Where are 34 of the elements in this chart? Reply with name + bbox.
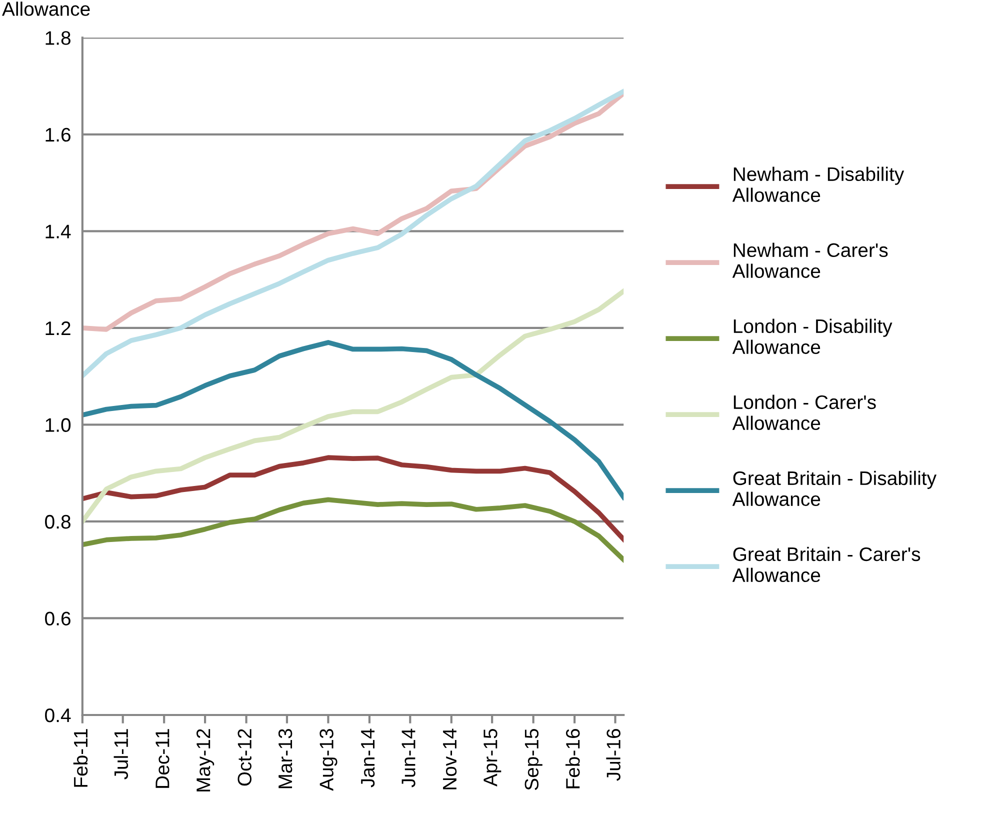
legend-label: London - Disability Allowance xyxy=(732,318,892,354)
x-tick-label: Jul-11 xyxy=(114,729,128,780)
line-series xyxy=(82,288,624,524)
y-tick-label: 1.6 xyxy=(46,128,70,142)
x-tick-label: Jun-14 xyxy=(402,728,416,788)
y-tick-label: 0.6 xyxy=(45,612,70,626)
y-tick-label: 1.8 xyxy=(46,31,70,45)
x-tick-label: Nov-14 xyxy=(443,728,457,790)
y-tick-label: 1.0 xyxy=(46,418,71,432)
legend-label: Great Britain - Carer's Allowance xyxy=(732,546,920,582)
line-series xyxy=(82,455,624,542)
x-tick-label: Jan-14 xyxy=(361,728,375,788)
y-tick-label: 1.4 xyxy=(46,224,71,238)
x-tick-label: Jul-16 xyxy=(606,729,620,781)
y-tick-label: 1.2 xyxy=(46,321,70,335)
line-series xyxy=(82,340,624,500)
x-tick-label: Feb-11 xyxy=(73,729,88,787)
legend-label: Newham - Disability Allowance xyxy=(732,166,904,202)
legend-label: Great Britain - Disability Allowance xyxy=(732,470,937,506)
x-tick-label: Aug-13 xyxy=(320,729,338,791)
x-tick-label: Dec-11 xyxy=(156,729,170,788)
line-series xyxy=(82,497,624,562)
legend-label: Newham - Carer's Allowance xyxy=(732,242,888,278)
x-tick-label: Apr-15 xyxy=(484,728,502,786)
x-tick-label: May-12 xyxy=(196,729,214,792)
x-tick-label: Mar-13 xyxy=(278,729,292,788)
chart-title: Allowance xyxy=(2,2,90,16)
y-tick-label: 0.8 xyxy=(45,514,70,529)
x-tick-label: Oct-12 xyxy=(238,729,252,786)
legend-label: London - Carer's Allowance xyxy=(732,394,876,430)
x-tick-label: Feb-16 xyxy=(565,729,580,788)
x-tick-label: Sep-15 xyxy=(524,728,542,790)
y-tick-label: 0.4 xyxy=(45,708,71,722)
line-series xyxy=(82,88,624,378)
